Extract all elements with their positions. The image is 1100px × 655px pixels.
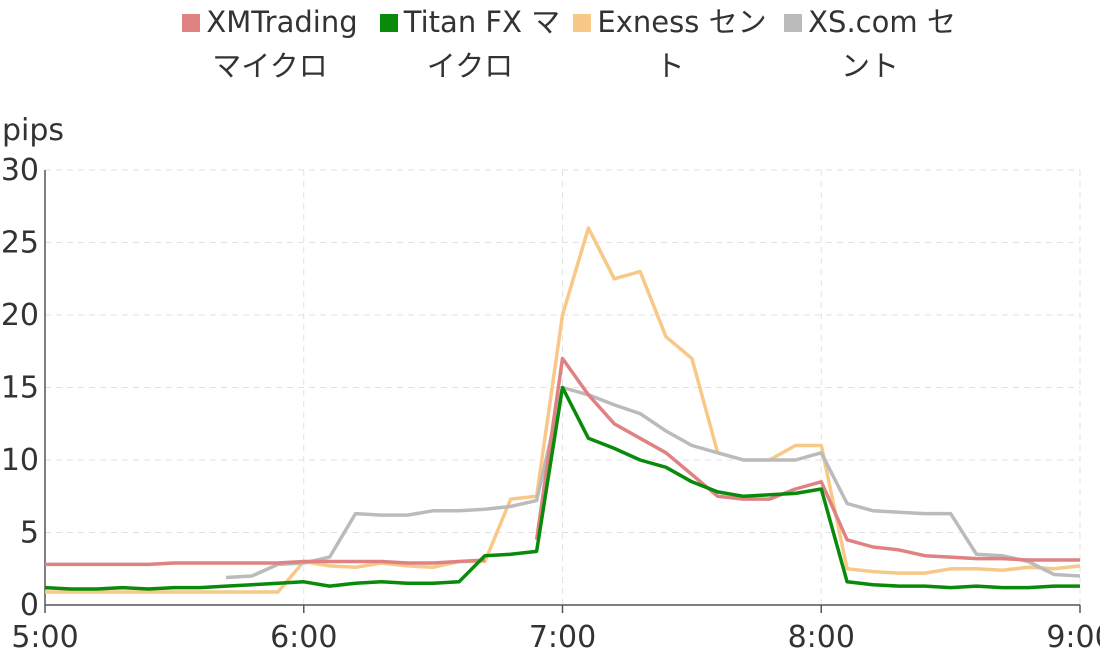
- x-tick-label: 5:00: [11, 620, 78, 655]
- series-line: [44, 385, 1080, 591]
- y-tick-label: 25: [1, 226, 39, 261]
- x-tick-label: 9:00: [1046, 620, 1100, 655]
- legend-item: XS.com セント: [770, 0, 970, 88]
- series-line: [225, 385, 1081, 580]
- legend-label: Exness セント: [597, 5, 767, 83]
- legend-label: XMTrading マイクロ: [206, 5, 358, 83]
- legend-label: XS.com セント: [808, 5, 956, 83]
- y-tick-label: 5: [20, 516, 39, 551]
- y-tick-label: 0: [20, 588, 39, 623]
- y-axis-label: pips: [2, 113, 64, 148]
- series-line: [45, 356, 1080, 567]
- legend-swatch: [379, 14, 398, 32]
- legend-swatch: [784, 14, 803, 32]
- y-tick-label: 30: [1, 153, 39, 188]
- legend-swatch: [182, 14, 201, 32]
- x-tick-label: 6:00: [270, 620, 337, 655]
- legend-item: Titan FX マイクロ: [370, 0, 570, 88]
- legend: XMTrading マイクロ Titan FX マイクロ Exness セント XS.…: [170, 0, 970, 88]
- legend-item: Exness セント: [570, 0, 770, 88]
- legend-label: Titan FX マイクロ: [403, 5, 561, 83]
- y-tick-label: 20: [1, 298, 39, 333]
- x-tick-label: 8:00: [788, 620, 855, 655]
- series-line: [45, 226, 1081, 594]
- y-tick-label: 10: [1, 443, 39, 478]
- legend-swatch: [573, 14, 592, 32]
- y-tick-label: 15: [1, 371, 39, 406]
- x-tick-label: 7:00: [529, 620, 596, 655]
- legend-item: XMTrading マイクロ: [170, 0, 370, 88]
